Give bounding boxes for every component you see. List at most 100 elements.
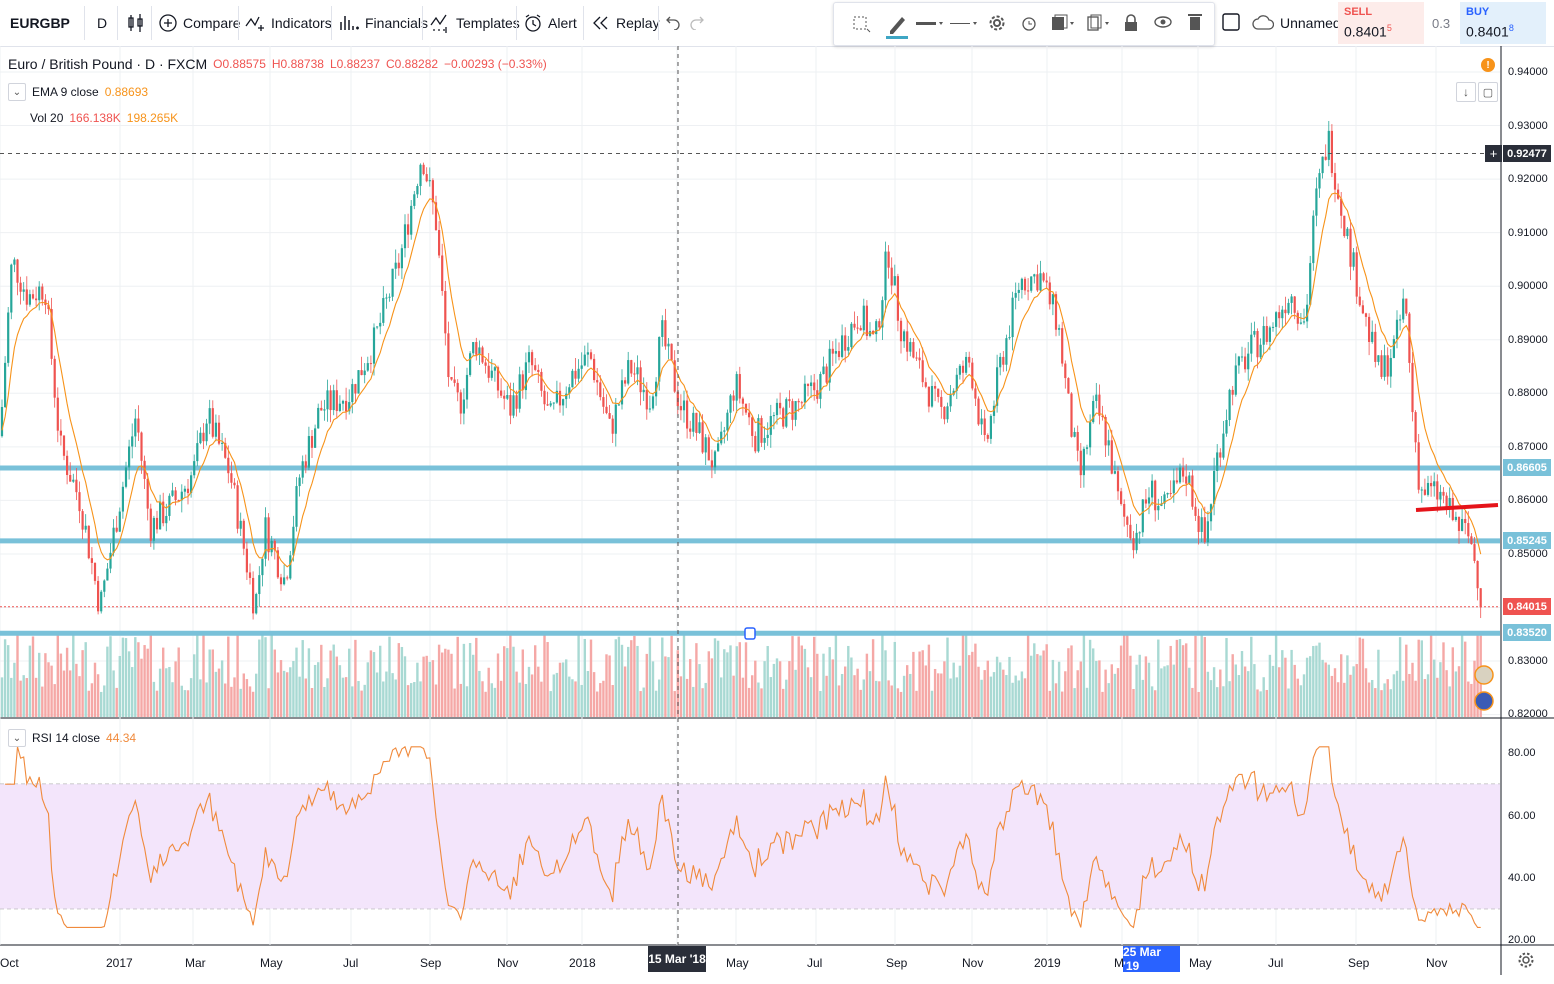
volume-bar [999, 662, 1002, 717]
alert-button[interactable]: Alert [524, 0, 577, 46]
candle-body [115, 527, 118, 532]
rsi-collapse-toggle[interactable]: ⌄ [8, 729, 26, 747]
collapse-toggle[interactable]: ⌄ [8, 83, 26, 101]
toolbar-divider [658, 6, 659, 40]
volume-bar [282, 670, 286, 717]
volume-bar [1098, 660, 1101, 717]
templates-button[interactable]: Templates [430, 0, 520, 46]
volume-bar [1302, 674, 1306, 717]
volume-bar [844, 666, 847, 717]
volume-bar [1166, 665, 1169, 717]
volume-bar [1305, 657, 1309, 717]
line-style-icon[interactable] [950, 17, 978, 29]
volume-bar [481, 681, 484, 717]
volume-bar [1281, 650, 1284, 717]
cursor-select-icon[interactable] [852, 15, 872, 33]
candle-body [611, 418, 614, 434]
candle-body [1454, 516, 1457, 520]
sell-button[interactable]: SELL 0.84015 [1338, 2, 1424, 44]
candle-body [906, 331, 909, 352]
layout-name-button[interactable]: Unnamed [1252, 0, 1341, 46]
volume-bar [1296, 678, 1299, 717]
volume-bar [1386, 679, 1389, 717]
candle-body [887, 251, 890, 268]
volume-bar [62, 670, 66, 717]
candle-body [196, 443, 199, 462]
replay-button[interactable]: Replay [592, 0, 660, 46]
candle-body [751, 417, 754, 436]
fullscreen-box-icon[interactable] [1222, 13, 1240, 31]
add-plus-icon[interactable]: + [1485, 145, 1502, 162]
candle-body [1178, 467, 1182, 483]
candle-body [1302, 321, 1306, 323]
volume-bar [1364, 668, 1368, 717]
interval-button[interactable]: D [97, 0, 107, 46]
candle-body [1309, 263, 1312, 305]
volume-bar [741, 677, 745, 717]
candle-body [586, 352, 589, 355]
settings-gear-icon[interactable] [988, 14, 1006, 32]
volume-bar [1222, 686, 1225, 717]
candle-body [1048, 282, 1051, 305]
volume-bar [90, 683, 94, 717]
lock-icon[interactable] [1124, 14, 1138, 32]
volume-bar [267, 688, 270, 717]
candle-body [1433, 481, 1436, 487]
indicators-button[interactable]: Indicators [245, 0, 332, 46]
candle-body [1405, 298, 1408, 314]
financials-button[interactable]: Financials [339, 0, 428, 46]
maximize-icon[interactable]: ▢ [1478, 82, 1498, 102]
volume-bar [286, 672, 289, 717]
warning-icon[interactable]: ! [1481, 58, 1495, 72]
trash-icon[interactable] [1188, 13, 1202, 31]
candle-body [1399, 319, 1402, 321]
candle-body [53, 358, 56, 398]
chart-type-button[interactable] [127, 0, 145, 46]
candle-body [202, 432, 205, 442]
volume-bar [1219, 669, 1222, 717]
volume-bar [651, 661, 655, 717]
volume-bar [317, 662, 320, 717]
main-chart-area[interactable] [0, 46, 1554, 984]
buy-button[interactable]: BUY 0.84018 [1460, 2, 1546, 44]
candle-body [682, 400, 686, 411]
compare-button[interactable]: Compare [159, 0, 241, 46]
candle-body [1473, 544, 1476, 561]
volume-bar [1287, 688, 1290, 717]
interval-label: D [97, 15, 108, 31]
candle-body [366, 363, 369, 371]
candle-body [624, 380, 627, 384]
volume-bar [434, 684, 438, 717]
candle-body [1197, 515, 1200, 532]
volume-bar [16, 633, 19, 717]
volume-bar [571, 679, 574, 717]
volume-bar [933, 668, 937, 717]
symbol-label: EURGBP [10, 15, 70, 31]
candle-body [543, 390, 546, 405]
pencil-icon[interactable] [886, 13, 908, 39]
visibility-eye-icon[interactable] [1154, 15, 1172, 29]
candle-body [270, 540, 273, 553]
line-width-icon[interactable] [916, 17, 944, 29]
redo-button[interactable] [690, 0, 704, 46]
candle-body [884, 251, 887, 301]
template-icon[interactable] [1050, 14, 1076, 32]
symbol-search[interactable]: EURGBP [10, 0, 70, 46]
candle-body [847, 347, 850, 351]
volume-bar [1299, 685, 1303, 717]
candle-body [949, 394, 952, 407]
undo-button[interactable] [666, 0, 680, 46]
candle-body [1417, 442, 1420, 490]
candle-body [1234, 365, 1237, 395]
alert-add-icon[interactable] [1020, 14, 1038, 32]
settings-gear-bottom-icon[interactable] [1517, 951, 1535, 969]
candle-body [934, 386, 937, 389]
candle-body [531, 352, 534, 366]
candle-body [927, 386, 930, 407]
download-arrow-icon[interactable]: ↓ [1456, 82, 1476, 102]
volume-bar [1417, 639, 1420, 717]
eu-flag-event-icon [1474, 691, 1494, 711]
volume-bar [320, 644, 323, 717]
volume-bar [1240, 651, 1244, 717]
clone-icon[interactable] [1086, 14, 1112, 32]
